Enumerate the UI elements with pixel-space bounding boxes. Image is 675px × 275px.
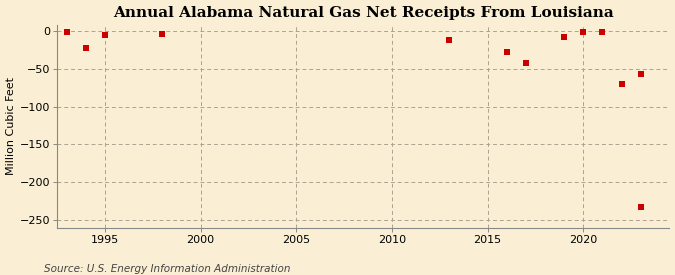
Title: Annual Alabama Natural Gas Net Receipts From Louisiana: Annual Alabama Natural Gas Net Receipts …	[113, 6, 614, 20]
Point	[578, 29, 589, 34]
Point	[520, 61, 531, 66]
Point	[635, 72, 646, 76]
Point	[157, 32, 168, 36]
Y-axis label: Million Cubic Feet: Million Cubic Feet	[5, 77, 16, 175]
Point	[80, 45, 91, 50]
Point	[635, 204, 646, 209]
Point	[100, 32, 111, 37]
Text: Source: U.S. Energy Information Administration: Source: U.S. Energy Information Administ…	[44, 264, 290, 274]
Point	[444, 38, 455, 42]
Point	[502, 50, 512, 54]
Point	[61, 29, 72, 34]
Point	[559, 35, 570, 39]
Point	[616, 82, 627, 86]
Point	[597, 30, 608, 35]
